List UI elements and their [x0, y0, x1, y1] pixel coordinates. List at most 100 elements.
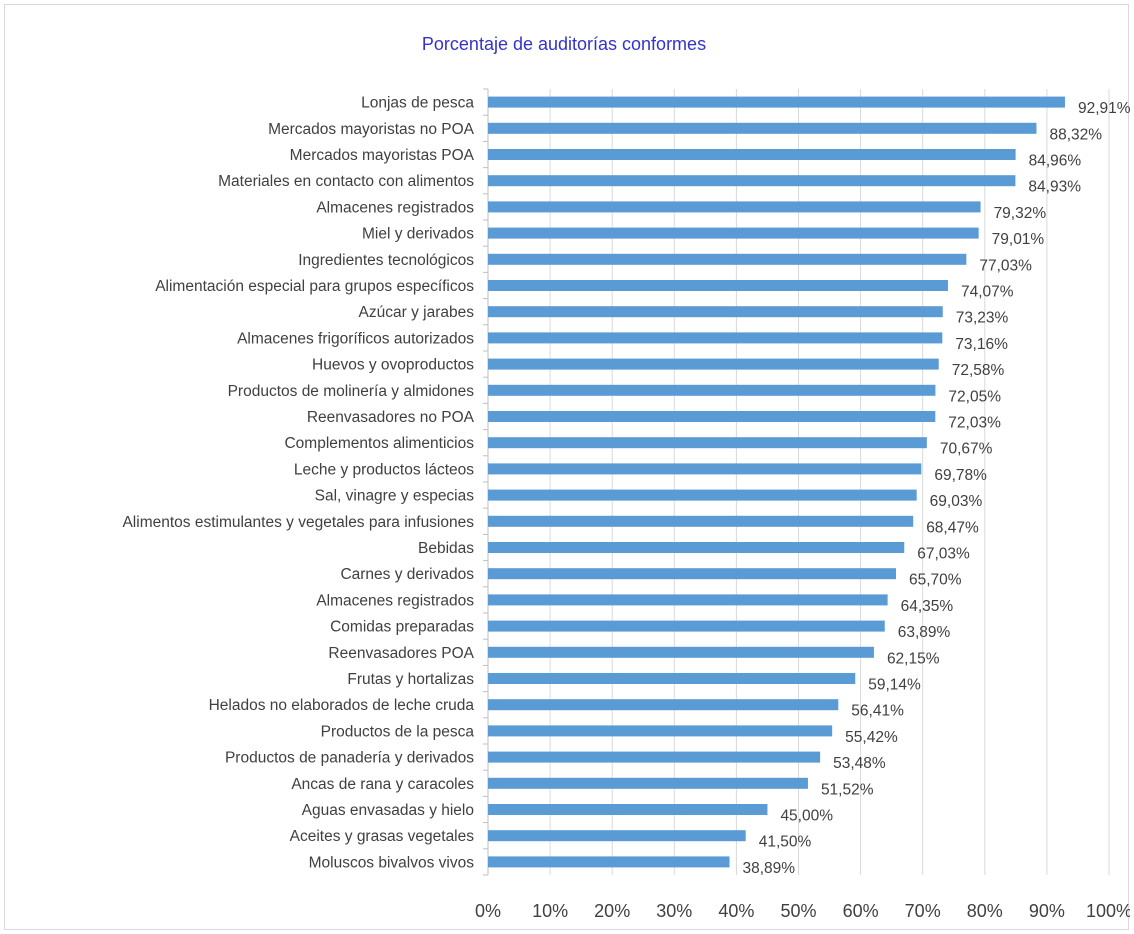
data-label: 53,48% — [833, 755, 886, 772]
category-label: Lonjas de pesca — [361, 95, 474, 112]
bar — [488, 358, 939, 370]
x-tick-label: 20% — [594, 901, 630, 921]
bar — [488, 253, 967, 265]
category-label: Almacenes frigoríficos autorizados — [237, 330, 474, 347]
x-tick-label: 40% — [718, 901, 754, 921]
bar — [488, 175, 1016, 187]
x-tick-label: 0% — [475, 901, 501, 921]
data-label: 70,67% — [940, 441, 993, 458]
x-tick-labels: 0% 10% 20% 30% 40% 50% 60% 70% 80% 90% 100% — [475, 901, 1130, 921]
category-label: Carnes y derivados — [340, 566, 474, 583]
data-label: 73,16% — [955, 336, 1008, 353]
data-label: 68,47% — [926, 519, 979, 536]
bar — [488, 594, 888, 606]
x-tick-label: 60% — [843, 901, 879, 921]
category-label: Productos de molinería y almidones — [228, 383, 475, 400]
bar — [488, 620, 885, 632]
category-label: Aceites y grasas vegetales — [290, 828, 475, 845]
data-label: 74,07% — [961, 284, 1014, 301]
data-label: 64,35% — [901, 598, 954, 615]
category-label: Almacenes registrados — [316, 199, 474, 216]
data-label: 67,03% — [917, 546, 970, 563]
category-label: Ancas de rana y caracoles — [291, 776, 474, 793]
category-label: Azúcar y jarabes — [359, 304, 475, 321]
bar — [488, 96, 1065, 108]
category-label: Almacenes registrados — [316, 592, 474, 609]
category-label: Complementos alimenticios — [284, 435, 474, 452]
x-tick-label: 10% — [532, 901, 568, 921]
category-label: Huevos y ovoproductos — [312, 357, 474, 374]
category-label: Moluscos bivalvos vivos — [309, 854, 475, 871]
bar — [488, 803, 768, 816]
data-label: 62,15% — [887, 650, 940, 667]
data-label: 55,42% — [845, 729, 898, 746]
data-label: 65,70% — [909, 572, 962, 589]
category-label: Leche y productos lácteos — [294, 461, 474, 478]
data-label: 72,58% — [952, 362, 1005, 379]
value-labels: 92,91% 88,32% 84,96% 84,93% 79,32% 79,01% 77,0… — [743, 100, 1130, 877]
data-label: 45,00% — [780, 808, 833, 825]
data-label: 41,50% — [759, 834, 812, 851]
category-label: Materiales en contacto con alimentos — [218, 173, 474, 190]
bar — [488, 332, 943, 344]
category-label: Productos de la pesca — [321, 723, 475, 740]
bar — [488, 306, 943, 318]
data-label: 38,89% — [743, 860, 796, 877]
bar — [488, 463, 922, 475]
category-label: Alimentos estimulantes y vegetales para … — [122, 514, 474, 531]
bar — [488, 279, 948, 292]
bar — [488, 646, 874, 658]
data-label: 56,41% — [851, 703, 904, 720]
category-labels: Lonjas de pesca Mercados mayoristas no PO… — [122, 95, 474, 872]
category-axis — [483, 88, 489, 876]
category-label: Comidas preparadas — [330, 619, 474, 636]
data-label: 69,03% — [930, 493, 983, 510]
category-label: Helados no elaborados de leche cruda — [209, 697, 475, 714]
bar — [488, 568, 896, 580]
bar — [488, 856, 730, 868]
bar — [488, 751, 821, 763]
category-label: Aguas envasadas y hielo — [302, 802, 474, 819]
bar — [488, 830, 746, 842]
chart-frame: Porcentaje de auditorías conformes Lonja… — [4, 4, 1130, 930]
bar — [488, 725, 833, 737]
bar — [488, 410, 936, 423]
category-label: Sal, vinagre y especias — [315, 488, 475, 505]
category-label: Miel y derivados — [362, 226, 474, 243]
category-label: Frutas y hortalizas — [347, 671, 474, 688]
grid-lines — [549, 89, 1110, 875]
data-label: 92,91% — [1078, 100, 1130, 117]
category-label: Reenvasadores POA — [328, 645, 474, 662]
bar — [488, 227, 979, 239]
data-label: 79,32% — [994, 205, 1047, 222]
bar — [488, 384, 936, 396]
bar — [488, 699, 839, 711]
bar — [488, 437, 927, 449]
x-tick-label: 50% — [780, 901, 816, 921]
bar — [488, 201, 981, 213]
bar — [488, 148, 1016, 161]
category-label: Ingredientes tecnológicos — [298, 252, 474, 269]
bar — [488, 489, 917, 501]
data-label: 77,03% — [979, 257, 1032, 274]
category-label: Reenvasadores no POA — [307, 409, 475, 426]
x-tick-label: 30% — [656, 901, 692, 921]
bar-chart: Porcentaje de auditorías conformes Lonja… — [122, 34, 1130, 921]
category-label: Alimentación especial para grupos especí… — [155, 278, 474, 295]
bar — [488, 515, 914, 527]
category-label: Productos de panadería y derivados — [225, 750, 474, 767]
x-tick-label: 100% — [1086, 901, 1130, 921]
bar — [488, 541, 905, 554]
category-label: Mercados mayoristas POA — [290, 147, 475, 164]
x-tick-label: 80% — [967, 901, 1003, 921]
bars — [488, 96, 1065, 868]
data-label: 84,96% — [1029, 153, 1082, 170]
category-label: Bebidas — [418, 540, 474, 557]
bar — [488, 777, 808, 789]
data-label: 63,89% — [898, 624, 951, 641]
bar — [488, 672, 856, 685]
data-label: 59,14% — [868, 677, 921, 694]
data-label: 79,01% — [992, 231, 1045, 248]
data-label: 51,52% — [821, 781, 874, 798]
x-tick-label: 90% — [1029, 901, 1065, 921]
